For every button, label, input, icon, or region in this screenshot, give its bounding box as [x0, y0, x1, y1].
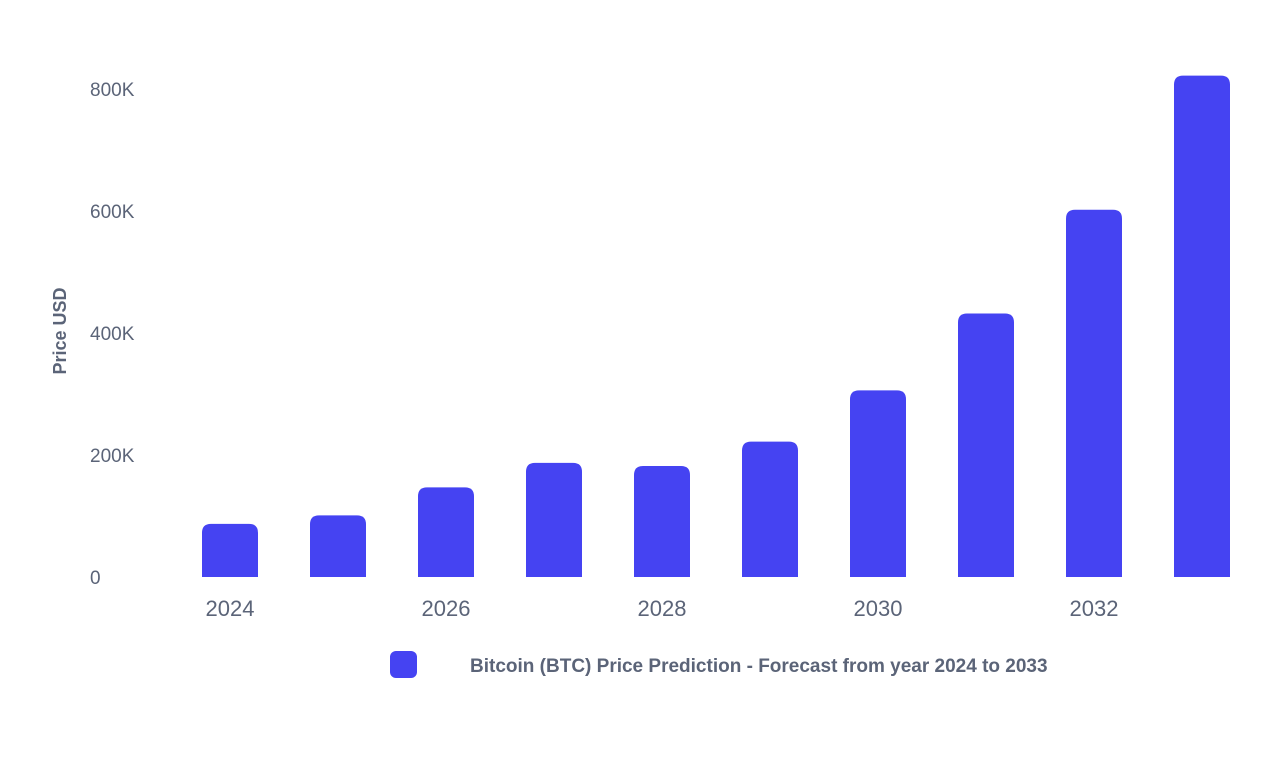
x-tick-label: 2028 — [638, 596, 687, 621]
y-axis: 0 200K 400K 600K 800K — [90, 80, 135, 589]
x-axis: 2024 2026 2028 2030 2032 — [206, 596, 1119, 621]
x-tick-label: 2026 — [422, 596, 471, 621]
bar-2025 — [310, 515, 366, 577]
bar-2028 — [634, 465, 690, 577]
y-tick-label: 600K — [90, 202, 135, 223]
bar-2033 — [1174, 75, 1230, 577]
bar-2027 — [526, 462, 582, 577]
y-tick-label: 800K — [90, 80, 135, 101]
bars — [202, 75, 1230, 577]
bar-2024 — [202, 523, 258, 577]
y-tick-label: 0 — [90, 568, 101, 589]
bar-2032 — [1066, 209, 1122, 577]
y-axis-title: Price USD — [50, 287, 70, 374]
bar-2031 — [958, 313, 1014, 577]
y-tick-label: 400K — [90, 324, 135, 345]
legend-label: Bitcoin (BTC) Price Prediction - Forecas… — [470, 656, 1048, 677]
x-tick-label: 2030 — [854, 596, 903, 621]
bar-2029 — [742, 441, 798, 577]
legend-swatch — [390, 651, 417, 678]
bar-2030 — [850, 390, 906, 577]
x-tick-label: 2032 — [1070, 596, 1119, 621]
bar-2026 — [418, 487, 474, 577]
legend: Bitcoin (BTC) Price Prediction - Forecas… — [390, 651, 1048, 678]
y-tick-label: 200K — [90, 446, 135, 467]
x-tick-label: 2024 — [206, 596, 255, 621]
